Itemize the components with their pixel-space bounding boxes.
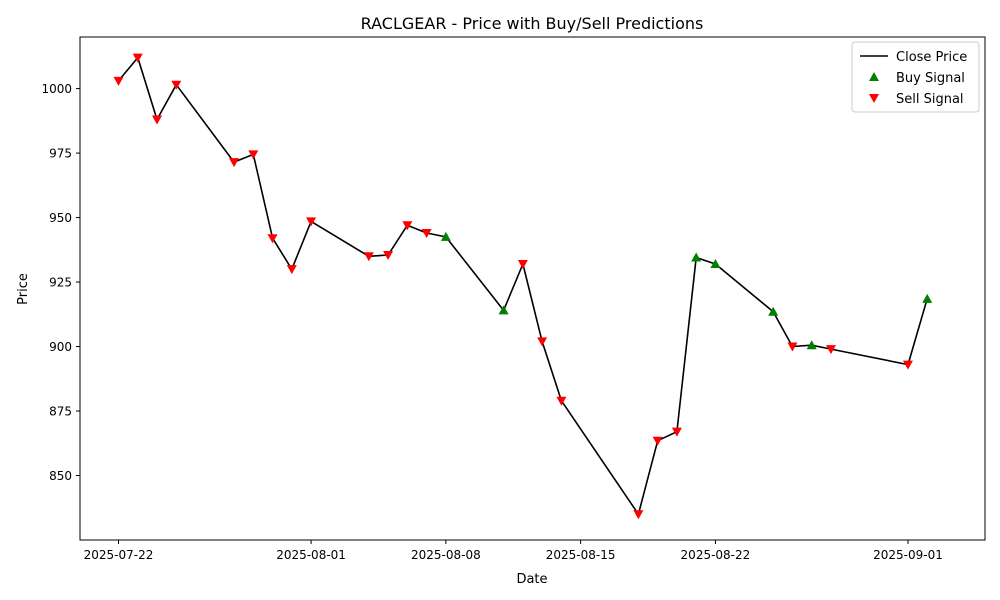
- y-tick-label: 900: [49, 340, 72, 354]
- sell-signal-marker: [363, 252, 374, 262]
- sell-signal-marker: [306, 217, 317, 227]
- y-tick-label: 925: [49, 276, 72, 290]
- buy-signal-marker: [498, 305, 509, 315]
- y-axis: 850 875 900 925 950 975 1000: [41, 82, 80, 483]
- sell-signal-marker: [902, 360, 913, 370]
- x-tick-label: 2025-09-01: [873, 548, 943, 562]
- sell-signal-marker: [132, 53, 143, 63]
- sell-signal-marker: [825, 345, 836, 355]
- sell-signal-marker: [267, 234, 278, 244]
- markers-layer: [113, 53, 933, 520]
- y-tick-label: 950: [49, 211, 72, 225]
- legend-label-close-price: Close Price: [896, 50, 967, 65]
- sell-signal-marker: [113, 76, 124, 86]
- plot-area: [113, 53, 933, 520]
- y-tick-label: 850: [49, 469, 72, 483]
- sell-signal-marker: [517, 259, 528, 269]
- sell-signal-marker: [652, 436, 663, 446]
- buy-signal-marker: [440, 231, 451, 241]
- sell-signal-marker: [171, 80, 182, 90]
- sell-signal-marker: [248, 150, 259, 160]
- y-tick-label: 975: [49, 147, 72, 161]
- sell-signal-marker: [671, 427, 682, 437]
- x-axis: 2025-07-22 2025-08-01 2025-08-08 2025-08-15…: [84, 540, 943, 562]
- legend: Close Price Buy Signal Sell Signal: [851, 41, 980, 113]
- legend-label-sell-signal: Sell Signal: [896, 92, 964, 107]
- x-tick-label: 2025-08-22: [681, 548, 751, 562]
- y-tick-label: 875: [49, 405, 72, 419]
- buy-signal-marker: [768, 306, 779, 316]
- x-tick-label: 2025-08-01: [276, 548, 346, 562]
- sell-signal-marker: [402, 221, 413, 231]
- sell-signal-marker: [633, 510, 644, 520]
- y-tick-label: 1000: [41, 82, 72, 96]
- buy-signal-marker: [691, 252, 702, 262]
- x-tick-label: 2025-08-15: [546, 548, 616, 562]
- x-tick-label: 2025-08-08: [411, 548, 481, 562]
- x-axis-label: Date: [516, 572, 547, 587]
- sell-signal-marker: [556, 396, 567, 406]
- legend-label-buy-signal: Buy Signal: [896, 71, 965, 86]
- y-axis-label: Price: [16, 273, 31, 305]
- sell-signal-marker: [787, 342, 798, 352]
- x-tick-label: 2025-07-22: [84, 548, 154, 562]
- chart-title: RACLGEAR - Price with Buy/Sell Predictio…: [361, 14, 704, 33]
- legend-buy-swatch: [869, 72, 879, 81]
- buy-signal-marker: [806, 340, 817, 350]
- sell-signal-marker: [286, 265, 297, 275]
- buy-signal-marker: [922, 293, 933, 303]
- sell-signal-marker: [421, 229, 432, 239]
- sell-signal-marker: [229, 158, 240, 168]
- legend-sell-swatch: [869, 94, 879, 103]
- legend-box: [851, 41, 980, 113]
- buy-signal-marker: [710, 258, 721, 268]
- plot-frame: [79, 36, 986, 541]
- sell-signal-marker: [383, 250, 394, 260]
- sell-signal-marker: [537, 337, 548, 347]
- sell-signal-marker: [152, 115, 163, 125]
